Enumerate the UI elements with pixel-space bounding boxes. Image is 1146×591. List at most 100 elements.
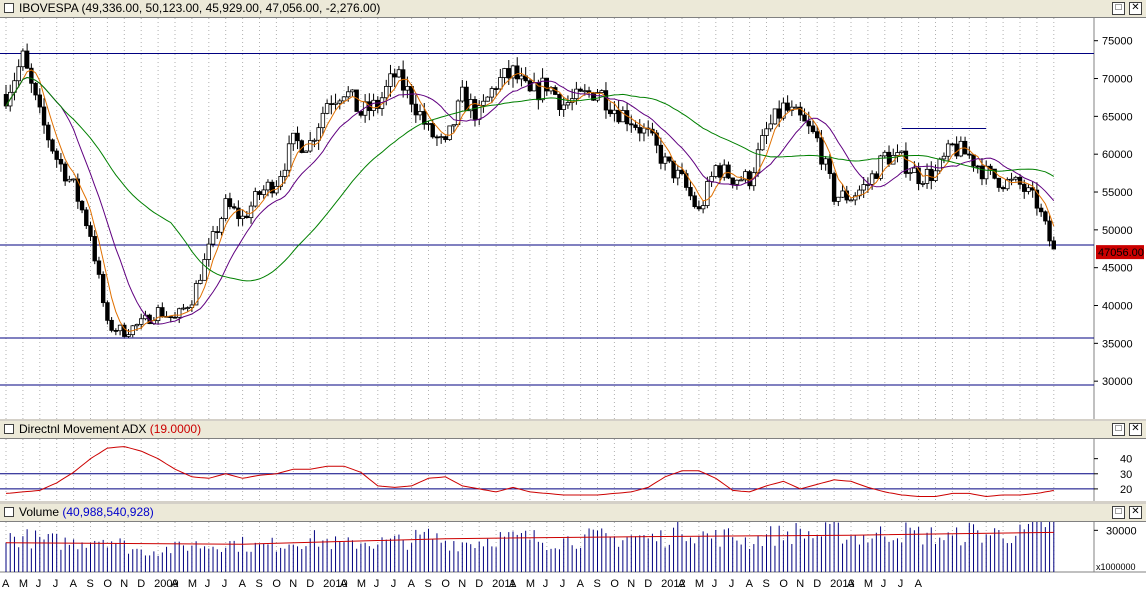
candle-body bbox=[806, 120, 811, 127]
candle bbox=[58, 152, 64, 172]
candle bbox=[612, 101, 617, 122]
candle bbox=[831, 171, 837, 206]
candle-body bbox=[413, 103, 419, 116]
candle-body bbox=[574, 88, 579, 100]
close-button[interactable]: ✕ bbox=[1129, 2, 1142, 15]
candle-body bbox=[1009, 178, 1014, 181]
candle bbox=[303, 150, 309, 153]
candle-body bbox=[168, 316, 173, 319]
x-tick-label: J bbox=[729, 578, 735, 590]
candle-body bbox=[117, 324, 123, 332]
candle-body bbox=[193, 283, 199, 306]
candle-body bbox=[654, 132, 659, 146]
candle bbox=[278, 170, 283, 191]
candle bbox=[219, 216, 224, 236]
adx-pane-titlebar[interactable]: Directnl Movement ADX (19.0000) □ ✕ bbox=[0, 421, 1146, 439]
candle-body bbox=[743, 171, 748, 181]
candle-body bbox=[937, 158, 942, 172]
pane-menu-icon[interactable] bbox=[4, 507, 14, 517]
x-tick-label: J bbox=[712, 578, 718, 590]
close-button[interactable]: ✕ bbox=[1129, 506, 1142, 519]
candle-body bbox=[616, 109, 621, 123]
candle-body bbox=[350, 89, 355, 93]
candle bbox=[426, 120, 431, 131]
candle-body bbox=[1026, 187, 1031, 192]
adx-chart[interactable]: 20 30 40 bbox=[0, 439, 1146, 501]
candle bbox=[413, 94, 419, 123]
candle bbox=[105, 300, 110, 325]
candle-body bbox=[177, 308, 182, 318]
price-pane[interactable]: IBOVESPA (49,336.00, 50,123.00, 45,929.0… bbox=[0, 0, 1146, 419]
candle bbox=[658, 137, 664, 170]
candle-body bbox=[540, 77, 545, 101]
volume-pane-titlebar[interactable]: Volume (40,988,540,928) □ ✕ bbox=[0, 504, 1146, 522]
candle-body bbox=[853, 195, 858, 201]
price-chart[interactable]: 30000 35000 40000 45000 50000 55000 60000 65000… bbox=[0, 18, 1146, 419]
x-tick-label: N bbox=[289, 578, 297, 590]
candle-body bbox=[531, 82, 537, 92]
x-tick-label: O bbox=[103, 578, 112, 590]
x-tick-label: O bbox=[272, 578, 281, 590]
candle-body bbox=[172, 316, 178, 319]
candle-body bbox=[1017, 176, 1023, 185]
pane-menu-icon[interactable] bbox=[4, 424, 14, 434]
candle-body bbox=[460, 86, 465, 102]
candle bbox=[785, 95, 790, 113]
candle bbox=[603, 82, 609, 119]
candle bbox=[1038, 203, 1044, 217]
candle-body bbox=[485, 96, 490, 102]
candle bbox=[1030, 181, 1035, 198]
candle-body bbox=[291, 132, 296, 145]
candle-body bbox=[430, 123, 435, 138]
candle-body bbox=[346, 91, 351, 98]
volume-pane[interactable]: Volume (40,988,540,928) □ ✕ 30000 x100000… bbox=[0, 504, 1146, 591]
candle-body bbox=[307, 140, 313, 152]
candle bbox=[793, 104, 799, 109]
candle bbox=[544, 77, 549, 96]
candle bbox=[147, 313, 152, 325]
candle bbox=[261, 185, 266, 199]
candle bbox=[958, 136, 964, 158]
pane-menu-icon[interactable] bbox=[4, 3, 14, 13]
x-tick-label: J bbox=[543, 578, 549, 590]
close-button[interactable]: ✕ bbox=[1129, 423, 1142, 436]
candle-body bbox=[519, 75, 524, 80]
candle bbox=[358, 110, 364, 118]
maximize-button[interactable]: □ bbox=[1112, 506, 1125, 519]
candle-body bbox=[738, 179, 744, 182]
candle-body bbox=[848, 199, 854, 202]
candle bbox=[472, 96, 478, 127]
adx-pane[interactable]: Directnl Movement ADX (19.0000) □ ✕ 20 30… bbox=[0, 421, 1146, 501]
candle-body bbox=[20, 50, 26, 68]
candle bbox=[802, 108, 807, 122]
candle bbox=[815, 126, 820, 142]
candle-body bbox=[405, 86, 410, 91]
maximize-button[interactable]: □ bbox=[1112, 2, 1125, 15]
candle bbox=[760, 129, 765, 151]
candle bbox=[827, 153, 833, 179]
candle bbox=[257, 190, 262, 201]
candle bbox=[836, 196, 841, 207]
candle bbox=[1034, 182, 1040, 216]
candle bbox=[540, 68, 545, 103]
maximize-button[interactable]: □ bbox=[1112, 423, 1125, 436]
candle-body bbox=[122, 324, 127, 337]
last-price-badge bbox=[1096, 245, 1144, 260]
candle-body bbox=[675, 169, 680, 179]
candle bbox=[333, 93, 338, 110]
y-tick-label: 50000 bbox=[1102, 225, 1133, 237]
candle-body bbox=[802, 114, 807, 122]
candle bbox=[354, 89, 359, 112]
price-pane-titlebar[interactable]: IBOVESPA (49,336.00, 50,123.00, 45,929.0… bbox=[0, 0, 1146, 18]
candle-body bbox=[451, 124, 457, 127]
candle bbox=[451, 124, 457, 133]
y-tick-label: 65000 bbox=[1102, 111, 1133, 123]
candle-body bbox=[861, 184, 866, 191]
candle-body bbox=[41, 106, 47, 126]
candle-body bbox=[768, 123, 773, 130]
x-tick-label: A bbox=[577, 578, 585, 590]
candle-body bbox=[996, 177, 1002, 188]
x-tick-label: N bbox=[627, 578, 635, 590]
candle bbox=[350, 89, 355, 96]
